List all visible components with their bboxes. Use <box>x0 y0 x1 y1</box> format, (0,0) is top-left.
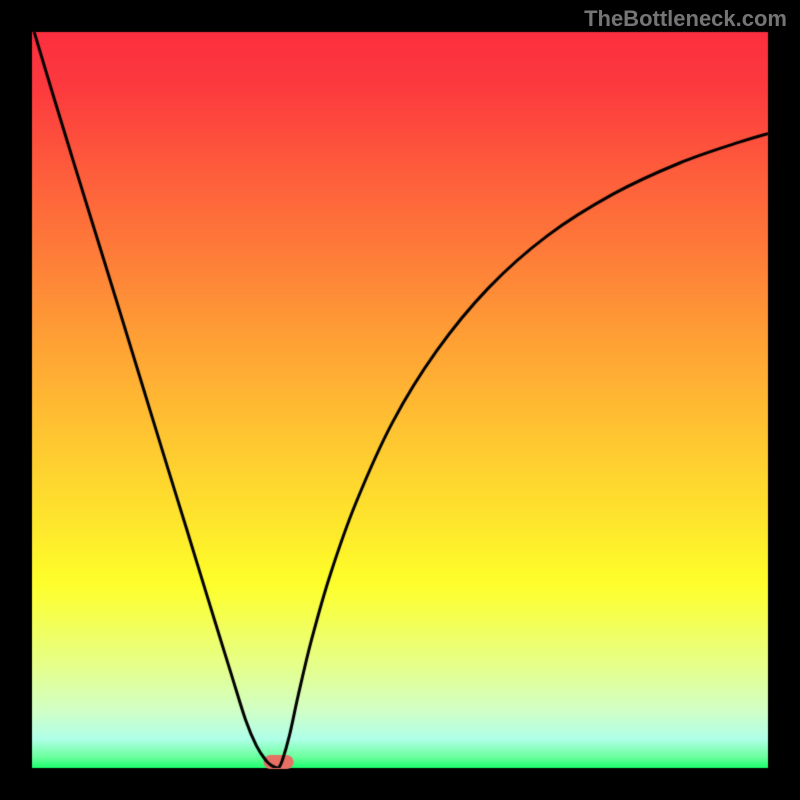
bottleneck-curve <box>0 0 800 800</box>
watermark-text: TheBottleneck.com <box>584 6 787 32</box>
chart-stage: TheBottleneck.com <box>0 0 800 800</box>
